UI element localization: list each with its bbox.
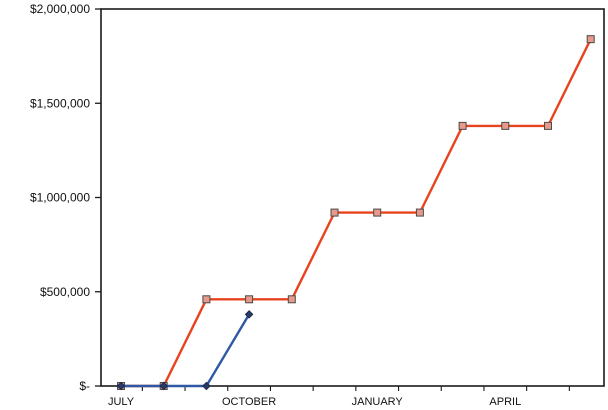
x-tick-label: APRIL [489,396,521,408]
series-1-point [458,121,467,130]
series-1-point [330,208,339,217]
series-1-point [245,295,254,304]
series-2-point [116,381,126,391]
axes-layer [95,8,605,391]
series-2-point [202,381,211,391]
series-1-point [586,35,595,44]
series-1-point [415,208,424,217]
series-1-point [287,295,296,304]
y-tick-label: $- [79,379,90,393]
y-tick-label: $500,000 [40,285,90,299]
labels-layer: $- $500,000 $1,000,000 $1,500,000 $2,000,000… [30,2,521,408]
series-1-line [119,38,592,388]
series-2-point [244,310,254,319]
series-1-point [373,208,382,217]
series-2-point [159,381,169,391]
series-2-line [119,313,251,388]
y-tick-label: $1,000,000 [30,191,90,205]
series-1-point [544,121,552,130]
plot-frame [100,8,605,387]
x-tick-label: JULY [108,396,135,408]
series-layer [116,35,595,391]
x-tick-label: OCTOBER [222,396,276,408]
y-tick-label: $1,500,000 [30,96,90,110]
y-tick-label: $2,000,000 [30,2,90,16]
series-1-point [202,295,211,304]
x-tick-label: JANUARY [352,396,404,408]
series-1-point [501,121,510,130]
